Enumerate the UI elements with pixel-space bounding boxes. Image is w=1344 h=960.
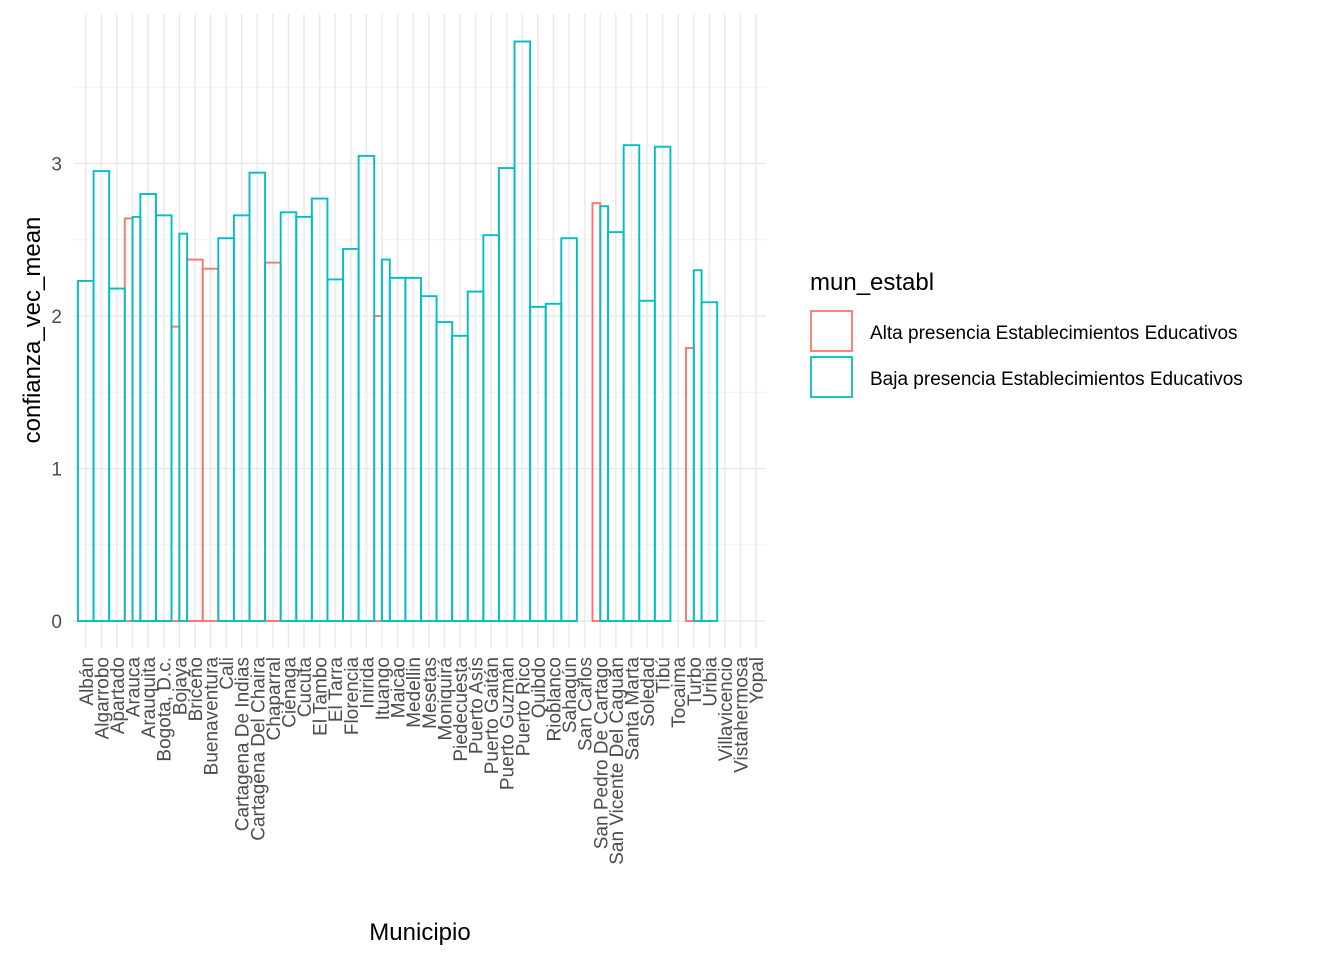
x-tick-label: Tibú (654, 657, 675, 693)
bar-baja (599, 205, 610, 622)
x-tick-label: Cartagena De Indias (233, 657, 254, 831)
x-tick-label: Albán (77, 657, 98, 706)
x-tick-label: Arauca (124, 657, 145, 718)
bar-baja (700, 301, 719, 622)
y-axis-title: confianza_vec_mean (19, 217, 46, 444)
x-tick-label: Maicao (389, 657, 410, 718)
x-tick-label: Algarrobo (92, 657, 113, 739)
x-tick-label: El Tarra (326, 657, 347, 723)
x-tick-label: Apartado (108, 657, 129, 734)
x-tick-label: El Tambo (311, 657, 332, 736)
x-tick-label: Moniquirá (435, 657, 456, 741)
x-tick-label: Uribia (700, 657, 721, 707)
y-tick-label: 3 (51, 155, 62, 176)
bar-baja (653, 145, 672, 622)
x-tick-label: Mesetas (420, 657, 441, 729)
x-tick-label: Cartagena Del Chaira (248, 657, 269, 841)
plot-grid (74, 14, 766, 648)
x-tick-label: San Pedro De Cartago (591, 657, 612, 849)
x-tick-label: Turbo (685, 657, 706, 706)
x-tick-label: Ituango (373, 657, 394, 720)
x-tick-label: Vistahermosa (732, 657, 753, 773)
legend-label-baja: Baja presencia Establecimientos Educativ… (870, 369, 1243, 390)
x-tick-label: Quibdo (529, 657, 550, 718)
legend-key-alta (810, 310, 853, 352)
x-tick-label: San Carlos (576, 657, 597, 751)
legend-label-alta: Alta presencia Establecimientos Educativ… (870, 323, 1238, 344)
bars (77, 40, 719, 622)
bar-baja (108, 287, 126, 622)
x-tick-label: Cali (217, 657, 238, 690)
x-tick-label: Puerto Guzmán (498, 657, 519, 790)
x-tick-label: Puerto Rico (513, 657, 534, 756)
x-tick-label: Rioblanco (544, 657, 565, 742)
y-axis-ticks: 0 1 2 3 (51, 155, 62, 634)
bar-baja (357, 154, 376, 622)
x-tick-label: Sahagún (560, 657, 581, 733)
x-tick-label: Inirida (357, 657, 378, 709)
x-tick-label: Villavicencio (716, 657, 737, 761)
x-tick-label: Puerto Asís (467, 657, 488, 754)
bar-alta (170, 325, 181, 622)
bar-alta (123, 217, 134, 622)
y-tick-label: 1 (51, 460, 62, 481)
x-tick-label: Tocaima (669, 657, 690, 728)
legend-title: mun_establ (810, 269, 934, 296)
x-tick-label: Piedecuesta (451, 657, 472, 762)
y-tick-label: 2 (51, 307, 62, 328)
legend: mun_establ Alta presencia Establecimient… (810, 269, 1243, 398)
x-tick-label: Puerto Gaitán (482, 657, 503, 774)
bar-baja (178, 232, 189, 622)
x-tick-label: Medellin (404, 657, 425, 728)
x-tick-label: Briceño (186, 657, 207, 721)
bar-baja (692, 269, 703, 622)
bar-alta (685, 347, 695, 622)
x-tick-label: Florencia (342, 657, 363, 736)
x-tick-label: Chaparral (264, 657, 285, 740)
legend-key-baja (810, 356, 853, 398)
x-axis-ticks: AlbánAlgarroboApartadoAraucaArauquitaBog… (77, 657, 768, 865)
y-tick-label: 0 (51, 612, 62, 633)
bar-baja (248, 171, 267, 622)
x-tick-label: Bogota, D.c. (155, 657, 176, 762)
bar-baja (131, 215, 142, 622)
bar-baja (154, 214, 173, 622)
x-tick-label: Santa Marta (622, 657, 643, 761)
bar-alta (591, 202, 602, 622)
x-tick-label: Arauquita (139, 657, 160, 739)
x-tick-label: Cucuta (295, 657, 316, 718)
x-tick-label: San Vicente Del Caguán (607, 657, 628, 865)
x-tick-label: Ciénaga (279, 657, 300, 728)
x-tick-label: Soledad (638, 657, 659, 727)
x-tick-label: Bojaya (170, 657, 191, 716)
bar-baja (381, 258, 391, 622)
x-tick-label: Yopal (747, 657, 768, 704)
x-tick-label: Buenaventura (202, 657, 223, 776)
x-axis-title: Municipio (369, 919, 470, 946)
bar-baja (560, 237, 578, 622)
